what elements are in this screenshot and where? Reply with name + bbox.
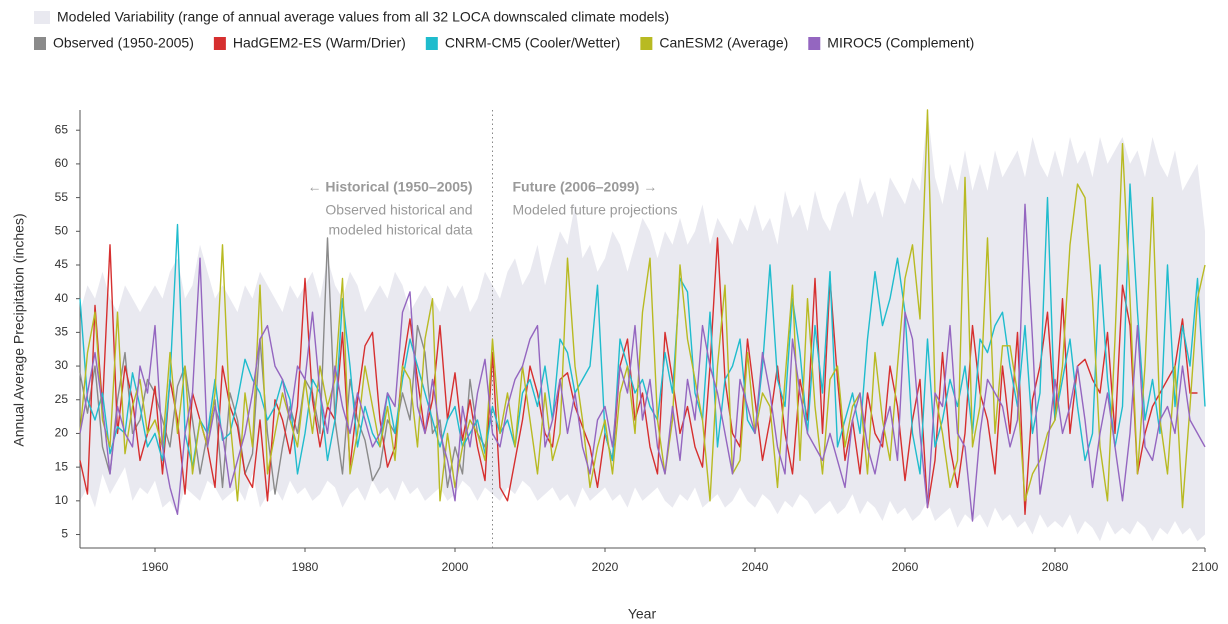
y-tick-label: 30 bbox=[55, 358, 69, 372]
y-tick-label: 5 bbox=[61, 527, 68, 541]
annotation-text: Observed historical and bbox=[325, 202, 472, 218]
x-tick-label: 1960 bbox=[142, 560, 169, 574]
legend-swatch bbox=[34, 11, 50, 24]
series-line bbox=[79, 237, 1198, 515]
x-tick-label: 1980 bbox=[292, 560, 319, 574]
legend-label: CanESM2 (Average) bbox=[659, 35, 788, 51]
series-line bbox=[79, 109, 1206, 509]
legend-swatch bbox=[213, 37, 226, 50]
y-tick-label: 35 bbox=[55, 325, 69, 339]
legend-label: Observed (1950-2005) bbox=[53, 35, 194, 51]
legend-label: CNRM-CM5 (Cooler/Wetter) bbox=[445, 35, 621, 51]
y-tick-label: 65 bbox=[55, 122, 69, 136]
annotation-title: ← Historical (1950–2005) bbox=[308, 179, 473, 195]
y-tick-label: 50 bbox=[55, 223, 69, 237]
series-line bbox=[79, 203, 1206, 522]
legend-swatch bbox=[808, 37, 821, 50]
y-tick-label: 20 bbox=[55, 426, 69, 440]
legend-label: Modeled Variability (range of annual ave… bbox=[57, 9, 669, 25]
x-axis-title: Year bbox=[628, 606, 657, 622]
legend-swatch bbox=[640, 37, 653, 50]
annotation-text: Modeled future projections bbox=[513, 202, 678, 218]
annotation-title: Future (2006–2099) → bbox=[513, 179, 658, 195]
x-tick-label: 2100 bbox=[1192, 560, 1219, 574]
legend-swatch bbox=[425, 37, 438, 50]
y-tick-label: 10 bbox=[55, 493, 69, 507]
x-tick-label: 2060 bbox=[892, 560, 919, 574]
y-tick-label: 25 bbox=[55, 392, 69, 406]
x-tick-label: 2020 bbox=[592, 560, 619, 574]
legend-label: MIROC5 (Complement) bbox=[827, 35, 974, 51]
y-tick-label: 60 bbox=[55, 156, 69, 170]
legend-label: HadGEM2-ES (Warm/Drier) bbox=[233, 35, 406, 51]
y-axis-title: Annual Average Precipitation (inches) bbox=[11, 213, 27, 446]
legend-swatch bbox=[34, 37, 46, 50]
annotation-text: modeled historical data bbox=[329, 222, 473, 238]
y-tick-label: 40 bbox=[55, 291, 69, 305]
variability-band bbox=[80, 110, 1205, 542]
x-tick-label: 2000 bbox=[442, 560, 469, 574]
x-tick-label: 2080 bbox=[1042, 560, 1069, 574]
y-tick-label: 45 bbox=[55, 257, 69, 271]
y-tick-label: 55 bbox=[55, 190, 69, 204]
x-tick-label: 2040 bbox=[742, 560, 769, 574]
y-tick-label: 15 bbox=[55, 459, 69, 473]
